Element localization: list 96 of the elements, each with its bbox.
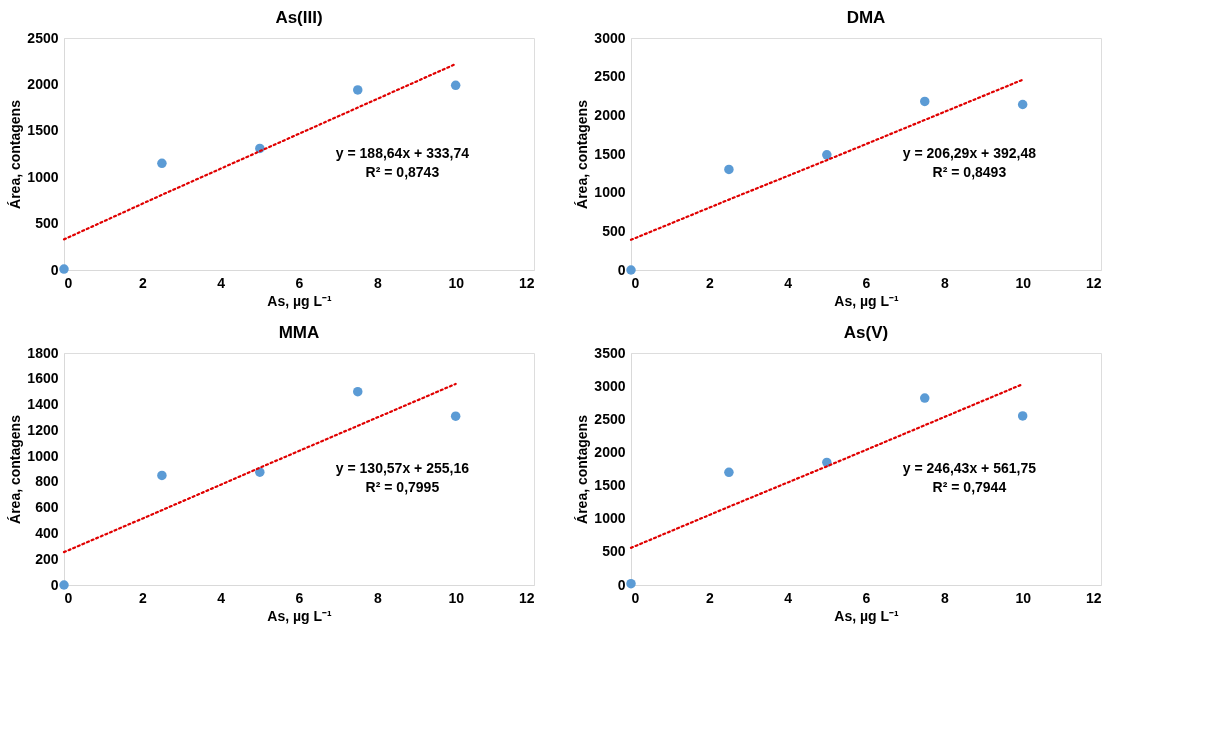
y-tick-label: 0 xyxy=(50,261,59,278)
x-tick-label: 4 xyxy=(217,274,226,291)
x-tick-label: 4 xyxy=(784,589,793,606)
annotation: R² = 0,8743 xyxy=(365,164,440,180)
x-tick-label: 0 xyxy=(631,274,640,291)
x-tick-label: 10 xyxy=(448,274,465,291)
x-tick-label: 6 xyxy=(295,589,304,606)
y-axis-title: Área, contagens xyxy=(574,414,591,524)
chart-title: MMA xyxy=(278,323,320,342)
x-tick-label: 4 xyxy=(217,589,226,606)
x-tick-label: 10 xyxy=(448,589,465,606)
y-tick-label: 0 xyxy=(617,576,626,593)
y-tick-label: 600 xyxy=(35,499,59,516)
y-tick-label: 1500 xyxy=(27,122,59,139)
x-tick-label: 10 xyxy=(1015,589,1032,606)
x-tick-label: 6 xyxy=(862,589,871,606)
x-tick-label: 6 xyxy=(295,274,304,291)
y-tick-label: 2000 xyxy=(594,443,626,460)
y-tick-label: 500 xyxy=(602,543,626,560)
y-tick-label: 800 xyxy=(35,473,59,490)
x-axis-title: As, µg L⁻¹ xyxy=(834,607,900,624)
point xyxy=(450,80,461,91)
point xyxy=(724,467,734,478)
x-tick-label: 0 xyxy=(64,589,73,606)
point xyxy=(353,386,363,397)
y-tick-label: 3500 xyxy=(594,344,626,361)
x-tick-label: 0 xyxy=(631,589,640,606)
y-tick-label: 2500 xyxy=(594,68,626,85)
x-tick-label: 2 xyxy=(138,274,147,291)
y-tick-label: 500 xyxy=(35,215,59,232)
point xyxy=(626,265,636,275)
point xyxy=(157,470,167,481)
y-tick-label: 3000 xyxy=(594,29,626,46)
y-axis-title: Área, contagens xyxy=(7,99,24,209)
annotation: R² = 0,8493 xyxy=(932,164,1007,180)
x-tick-label: 12 xyxy=(518,589,535,606)
x-tick-label: 10 xyxy=(1015,274,1032,291)
annotation: R² = 0,7944 xyxy=(932,479,1007,495)
y-tick-label: 2000 xyxy=(27,75,59,92)
y-axis-title: Área, contagens xyxy=(7,414,24,524)
x-tick-label: 12 xyxy=(1085,589,1102,606)
point xyxy=(59,580,69,590)
y-tick-label: 400 xyxy=(35,524,59,541)
x-tick-label: 2 xyxy=(705,274,714,291)
point xyxy=(353,85,363,95)
x-tick-label: 2 xyxy=(705,589,714,606)
x-tick-label: 12 xyxy=(1085,274,1102,291)
x-tick-label: 8 xyxy=(373,274,382,291)
point xyxy=(822,150,832,160)
x-tick-label: 8 xyxy=(940,274,949,291)
x-tick-label: 6 xyxy=(862,274,871,291)
x-tick-label: 8 xyxy=(940,589,949,606)
point xyxy=(1017,99,1028,110)
y-tick-label: 1500 xyxy=(594,145,626,162)
y-tick-label: 1500 xyxy=(594,477,626,494)
y-tick-label: 1800 xyxy=(27,344,59,361)
y-tick-label: 0 xyxy=(50,576,59,593)
y-tick-label: 1000 xyxy=(27,447,59,464)
point xyxy=(920,96,930,107)
point xyxy=(626,578,636,589)
x-tick-label: 4 xyxy=(784,274,793,291)
annotation: y = 206,29x + 392,48 xyxy=(902,145,1037,161)
y-tick-label: 2500 xyxy=(594,410,626,427)
y-tick-label: 200 xyxy=(35,550,59,567)
point xyxy=(157,158,167,169)
annotation: R² = 0,7995 xyxy=(365,479,440,495)
y-tick-label: 3000 xyxy=(594,377,626,394)
x-tick-label: 8 xyxy=(373,589,382,606)
y-tick-label: 2000 xyxy=(594,106,626,123)
x-tick-label: 0 xyxy=(64,274,73,291)
y-tick-label: 0 xyxy=(617,261,626,278)
x-axis-title: As, µg L⁻¹ xyxy=(834,292,900,309)
point xyxy=(724,164,734,175)
point xyxy=(920,393,930,403)
annotation: y = 246,43x + 561,75 xyxy=(902,460,1037,476)
y-tick-label: 1000 xyxy=(594,510,626,527)
annotation: y = 130,57x + 255,16 xyxy=(335,460,470,476)
y-tick-label: 1000 xyxy=(27,168,59,185)
chart-title: As(V) xyxy=(843,323,889,342)
y-tick-label: 500 xyxy=(602,222,626,239)
x-tick-label: 12 xyxy=(518,274,535,291)
chart-title: DMA xyxy=(846,8,886,27)
annotation: y = 188,64x + 333,74 xyxy=(335,145,470,161)
x-axis-title: As, µg L⁻¹ xyxy=(267,292,333,309)
y-tick-label: 2500 xyxy=(27,29,59,46)
point xyxy=(59,264,69,274)
y-tick-label: 1200 xyxy=(27,421,59,438)
point xyxy=(1017,411,1028,421)
y-tick-label: 1000 xyxy=(594,184,626,201)
y-axis-title: Área, contagens xyxy=(574,99,591,209)
x-tick-label: 2 xyxy=(138,589,147,606)
chart-title: As(III) xyxy=(275,8,323,27)
point xyxy=(450,411,461,421)
y-tick-label: 1400 xyxy=(27,396,59,413)
x-axis-title: As, µg L⁻¹ xyxy=(267,607,333,624)
y-tick-label: 1600 xyxy=(27,370,59,387)
